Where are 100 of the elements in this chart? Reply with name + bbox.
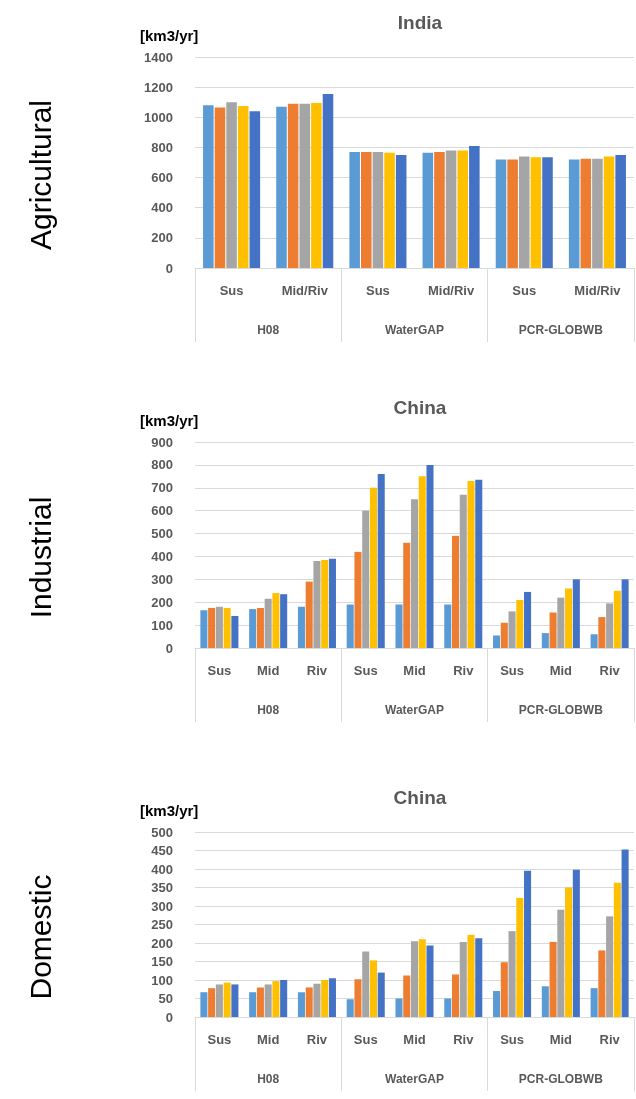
y-tick-label: 100 <box>151 972 173 988</box>
x-tick-label: Mid <box>403 1032 426 1047</box>
y-tick-label: 500 <box>151 824 173 840</box>
bar <box>452 974 460 1017</box>
y-axis-title: [km3/yr] <box>140 412 199 429</box>
bar <box>606 603 614 648</box>
bar <box>565 887 573 1017</box>
bar <box>223 607 231 648</box>
bar <box>426 464 434 648</box>
bar <box>434 151 445 268</box>
bar <box>276 106 287 268</box>
bar <box>264 598 272 648</box>
bar <box>493 991 501 1017</box>
bar <box>226 102 237 268</box>
bar <box>495 159 507 268</box>
text: WaterGAP <box>385 1072 444 1086</box>
bar <box>305 581 313 648</box>
y-tick-label: 0 <box>165 640 173 656</box>
y-tick-label: 800 <box>151 457 173 473</box>
y-tick-label: 150 <box>151 954 173 969</box>
bar <box>557 597 565 648</box>
bar <box>272 593 280 648</box>
text: H08 <box>257 323 280 337</box>
chart-title: India <box>397 12 443 33</box>
bar <box>203 105 214 268</box>
bar <box>603 156 615 268</box>
bar <box>297 992 305 1017</box>
bar <box>369 487 377 648</box>
y-tick-label: 200 <box>151 594 173 610</box>
bar <box>524 591 532 648</box>
bar <box>328 558 336 648</box>
x-tick-label: Sus <box>353 1032 378 1047</box>
x-tick-label: Riv <box>306 1032 328 1047</box>
y-tick-label: 800 <box>151 139 173 155</box>
x-tick-label: Riv <box>453 663 475 678</box>
bar <box>305 987 313 1017</box>
bar <box>272 981 280 1017</box>
bar <box>249 609 257 648</box>
y-axis-title: [km3/yr] <box>140 27 199 44</box>
x-tick-label: Mid <box>403 663 426 678</box>
bar <box>541 986 549 1017</box>
y-tick-label: 600 <box>151 170 173 186</box>
bar <box>621 849 629 1017</box>
x-tick-label: Mid <box>256 1032 280 1047</box>
bar <box>621 579 629 648</box>
bar <box>377 972 385 1017</box>
bar <box>346 999 354 1017</box>
bar <box>459 494 467 648</box>
x-tick-label: Sus <box>207 663 232 678</box>
bar <box>598 617 606 648</box>
bar <box>346 604 354 648</box>
bar <box>557 909 565 1017</box>
bar <box>395 604 403 648</box>
bar <box>426 945 434 1017</box>
bar <box>395 154 407 268</box>
y-tick-label: 0 <box>165 1009 173 1025</box>
bar <box>377 474 385 648</box>
bar <box>361 151 372 268</box>
x-tick-label: Riv <box>599 663 621 678</box>
bar <box>369 960 377 1017</box>
bar <box>215 984 223 1017</box>
bar <box>580 158 592 268</box>
bar <box>572 579 580 648</box>
bar <box>208 607 216 648</box>
bar <box>568 159 580 268</box>
bar <box>403 975 411 1017</box>
bar <box>328 978 336 1017</box>
y-tick-label: 250 <box>151 917 173 932</box>
x-tick-label: Riv <box>599 1032 621 1047</box>
text: PCR-GLOBWB <box>518 1072 604 1086</box>
bar <box>500 962 508 1017</box>
x-tick-label: Sus <box>512 283 537 298</box>
x-tick-label: Riv <box>306 663 328 678</box>
bar <box>280 980 288 1017</box>
bar <box>549 941 557 1017</box>
text: Agricultural <box>23 99 57 251</box>
x-tick-label: Sus <box>365 283 390 298</box>
x-tick-label: Riv <box>453 1032 475 1047</box>
bar <box>524 870 532 1017</box>
bar <box>590 634 598 648</box>
bar <box>606 916 614 1017</box>
bar <box>214 107 226 268</box>
bar <box>362 510 370 648</box>
y-tick-label: 200 <box>151 230 173 246</box>
bar <box>613 882 621 1017</box>
bar <box>516 599 524 648</box>
bar <box>572 869 580 1017</box>
y-tick-label: 300 <box>151 571 173 587</box>
bar <box>467 934 475 1017</box>
bar <box>208 988 216 1017</box>
bar <box>403 542 411 648</box>
bar <box>287 103 299 268</box>
bar <box>410 499 419 648</box>
x-tick-label: Sus <box>207 1032 232 1047</box>
x-tick-label: Mid <box>549 663 573 678</box>
bar <box>297 606 305 648</box>
y-tick-label: 100 <box>151 617 173 633</box>
bar <box>313 561 321 648</box>
text: WaterGAP <box>385 323 444 337</box>
text: Industrial <box>23 496 57 619</box>
